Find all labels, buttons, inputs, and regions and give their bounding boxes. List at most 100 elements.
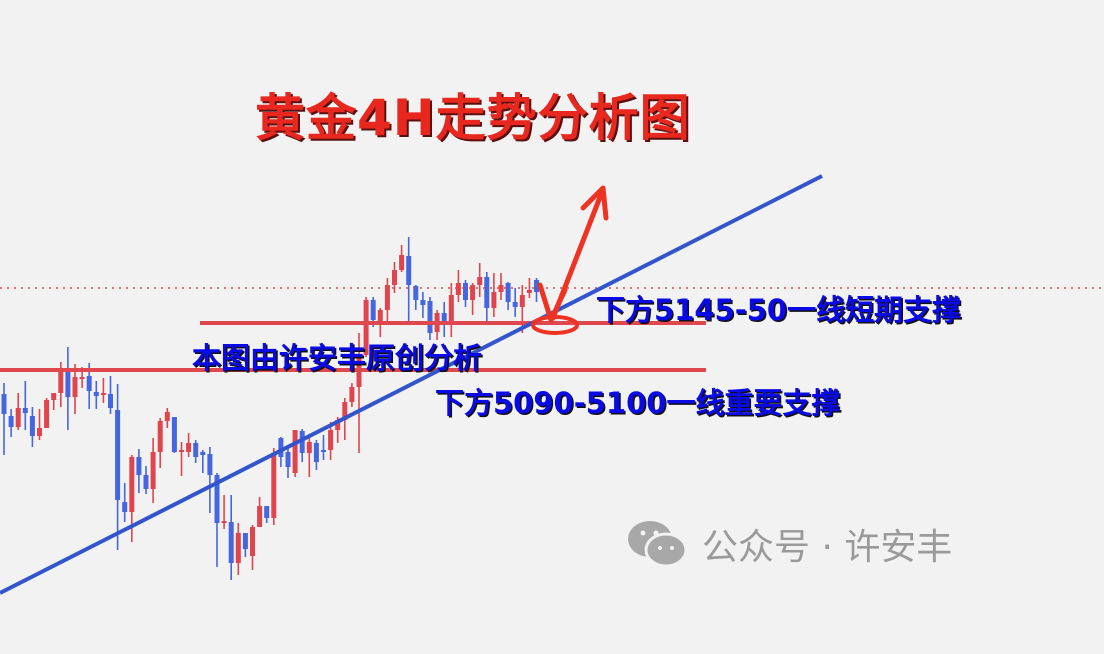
candle	[108, 376, 113, 414]
candle	[164, 408, 170, 428]
candle	[228, 495, 234, 580]
candle	[72, 364, 78, 414]
candle-body	[1, 394, 7, 414]
candle	[498, 273, 504, 300]
candle-body	[129, 457, 135, 512]
candle	[207, 447, 213, 513]
candle-body	[242, 533, 248, 549]
candle	[455, 270, 461, 302]
candle	[448, 283, 454, 337]
candle-body	[122, 502, 128, 512]
candle-body	[157, 421, 163, 452]
candle	[250, 525, 255, 570]
candle-body	[22, 408, 28, 413]
candle	[235, 523, 241, 575]
candle	[313, 440, 319, 470]
candle-body	[44, 400, 50, 428]
candle	[292, 430, 298, 477]
candle	[271, 448, 277, 525]
candle	[392, 262, 397, 293]
candle	[242, 533, 248, 557]
candle	[100, 378, 106, 403]
candle-body	[406, 256, 412, 285]
uptrend-line	[0, 174, 823, 595]
candle	[37, 409, 42, 440]
candle-body	[491, 292, 497, 308]
candle-body	[79, 377, 85, 379]
candle	[193, 440, 199, 463]
candle-body	[505, 283, 511, 302]
candle-body	[150, 452, 156, 489]
candle-body	[108, 394, 113, 408]
candle	[51, 393, 57, 410]
candle	[143, 466, 149, 494]
candle-body	[463, 283, 468, 300]
candle-body	[413, 286, 419, 300]
candle-body	[292, 430, 298, 473]
candle	[470, 283, 476, 315]
candle	[399, 245, 405, 272]
arrow-head-down	[537, 282, 568, 323]
candle-body	[349, 387, 355, 402]
candle-body	[299, 431, 305, 453]
candle-body	[186, 443, 192, 452]
candle-body	[534, 280, 539, 292]
candle-body	[143, 475, 149, 489]
candle-body	[264, 506, 270, 518]
author-note-label: 本图由许安丰原创分析	[192, 341, 483, 375]
candle-body	[136, 457, 142, 475]
candle	[136, 449, 142, 493]
candle	[321, 435, 326, 460]
candle	[349, 383, 355, 407]
candle-body	[214, 475, 220, 523]
arrow-head-up	[580, 185, 609, 221]
watermark-text: 公众号 · 许安丰	[702, 527, 953, 568]
candle-body	[257, 506, 263, 527]
bounce-arrow	[531, 185, 609, 335]
candle	[171, 417, 177, 453]
short-term-support-label: 下方5145-50一线短期支撑	[596, 293, 962, 327]
candle	[505, 282, 511, 310]
candle-body	[29, 416, 35, 436]
candle	[420, 292, 426, 318]
candle	[122, 483, 128, 522]
candle	[526, 278, 532, 298]
candle	[306, 435, 312, 477]
candle-body	[441, 313, 447, 322]
highlight-ellipse	[531, 315, 579, 335]
candle	[264, 506, 270, 523]
candle-body	[235, 533, 241, 563]
candle-body	[377, 310, 383, 323]
candle	[512, 288, 518, 317]
candle-body	[221, 521, 227, 523]
candle	[413, 285, 419, 310]
candle	[200, 450, 206, 473]
candle	[406, 237, 412, 322]
candle-body	[207, 454, 213, 475]
candle	[257, 497, 263, 527]
candle-body	[100, 393, 106, 395]
candle-body	[228, 522, 234, 563]
candle	[534, 278, 539, 302]
candle-body	[363, 300, 369, 355]
candle-body	[392, 270, 397, 285]
candle-body	[179, 450, 184, 452]
candle-body	[455, 283, 461, 295]
candle-body	[193, 443, 199, 457]
candle	[285, 448, 291, 478]
candle	[157, 418, 163, 468]
candle-body	[470, 285, 476, 300]
candle-body	[335, 420, 341, 430]
candle-body	[65, 372, 71, 397]
candle	[150, 438, 156, 503]
candle-body	[51, 393, 57, 400]
candle-body	[519, 295, 525, 307]
candle-body	[93, 392, 99, 396]
candles-group	[1, 237, 539, 580]
candle-body	[164, 412, 170, 421]
candle-body	[484, 277, 490, 308]
watermark: 公众号 · 许安丰	[626, 518, 952, 570]
major-support-label: 下方5090-5100一线重要支撑	[435, 386, 841, 420]
candle-body	[384, 285, 390, 310]
candle-body	[498, 285, 504, 292]
